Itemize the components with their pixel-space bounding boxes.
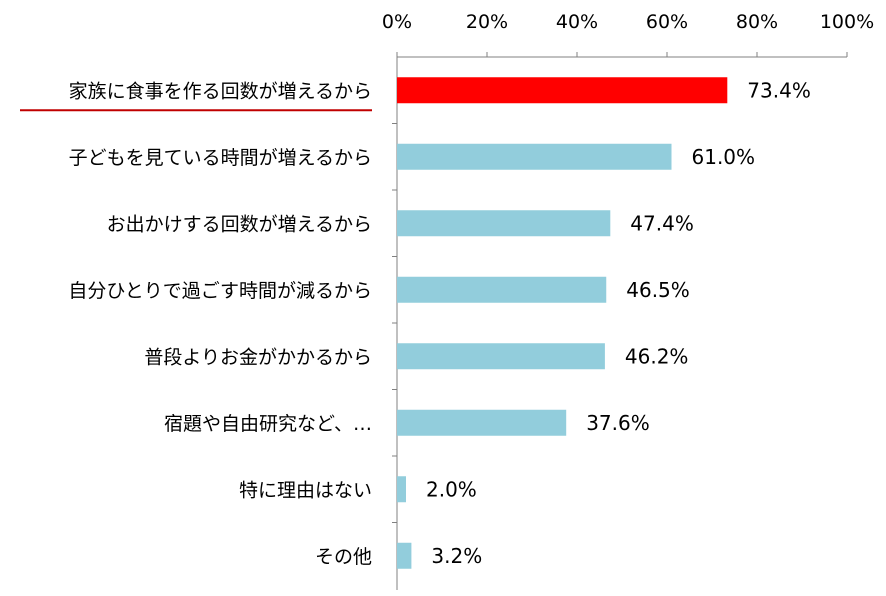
bar	[397, 409, 567, 436]
bar	[397, 276, 607, 303]
category-label: その他	[315, 546, 372, 568]
category-labels: 家族に食事を作る回数が増えるから子どもを見ている時間が増えるからお出かけする回数…	[20, 80, 372, 568]
category-label: 子どもを見ている時間が増えるから	[69, 147, 372, 169]
data-label: 3.2%	[431, 544, 482, 568]
bar	[397, 210, 611, 237]
x-tick-label: 60%	[646, 11, 688, 33]
category-label: お出かけする回数が増えるから	[107, 213, 372, 235]
category-label: 特に理由はない	[239, 479, 372, 501]
category-label: 自分ひとりで過ごす時間が減るから	[68, 280, 372, 302]
data-label: 47.4%	[630, 211, 694, 235]
bar	[397, 143, 672, 170]
data-label: 37.6%	[586, 411, 650, 435]
bar-highlighted	[397, 77, 728, 104]
data-label: 2.0%	[426, 477, 477, 501]
category-label: 家族に食事を作る回数が増えるから	[69, 80, 372, 102]
bar	[397, 476, 406, 503]
data-label: 46.5%	[626, 278, 690, 302]
data-label: 61.0%	[692, 145, 756, 169]
category-label: 普段よりお金がかかるから	[144, 346, 372, 368]
x-tick-label: 40%	[556, 11, 598, 33]
data-label: 73.4%	[747, 78, 811, 102]
x-tick-label: 0%	[382, 11, 412, 33]
axis-layer	[392, 52, 848, 590]
x-tick-label: 80%	[736, 11, 778, 33]
x-tick-label: 100%	[820, 11, 874, 33]
bars-layer	[397, 77, 728, 569]
x-tick-labels: 0% 20% 40% 60% 80% 100%	[382, 11, 874, 33]
data-label: 46.2%	[625, 344, 689, 368]
bar	[397, 542, 412, 569]
x-tick-label: 20%	[466, 11, 508, 33]
value-labels: 73.4% 61.0% 47.4% 46.5% 46.2% 37.6% 2.0% 3.2%	[426, 78, 811, 568]
bar	[397, 343, 605, 370]
category-label: 宿題や自由研究など、…	[164, 413, 372, 435]
